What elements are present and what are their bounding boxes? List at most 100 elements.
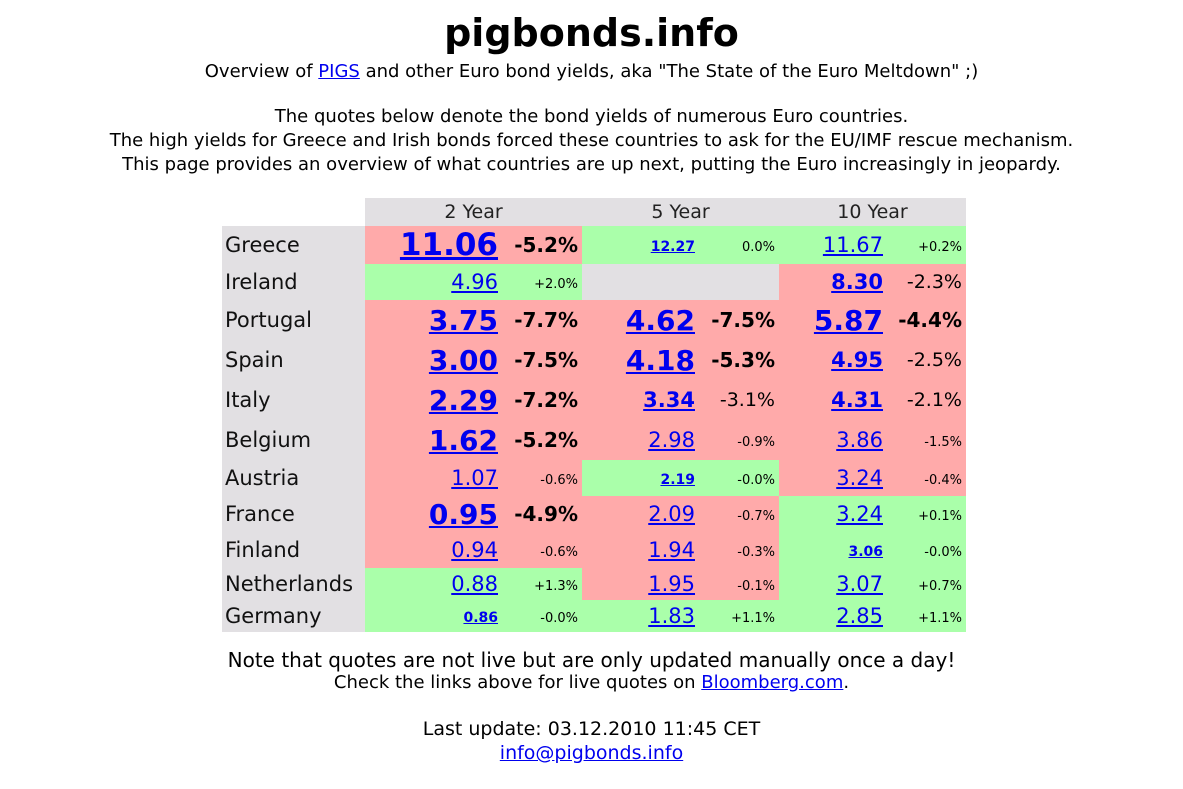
last-update: Last update: 03.12.2010 11:45 CET: [422, 718, 761, 740]
yield-cell-2-year: 0.86: [365, 600, 502, 632]
country-name: Spain: [222, 340, 365, 380]
subtitle-prefix: Overview of: [204, 61, 319, 82]
change-cell-5-year: +1.1%: [699, 600, 779, 632]
yield-cell-10-year: 4.95: [779, 340, 887, 380]
yield-change-italy-10-year: -2.1%: [906, 389, 962, 411]
yield-change-austria-2-year: -0.6%: [540, 472, 578, 488]
table-row: France 0.95 -4.9% 2.09 -0.7% 3.24 +0.1%: [222, 496, 966, 532]
change-cell-2-year: +2.0%: [502, 264, 582, 300]
change-cell-10-year: -2.3%: [887, 264, 966, 300]
table-row: Germany 0.86 -0.0% 1.83 +1.1% 2.85 +1.1%: [222, 600, 966, 632]
yield-link-austria-2-year[interactable]: 1.07: [451, 466, 498, 490]
yield-change-spain-5-year: -5.3%: [711, 348, 775, 372]
table-row: Belgium 1.62 -5.2% 2.98 -0.9% 3.86 -1.5%: [222, 420, 966, 460]
change-cell-2-year: -0.6%: [502, 460, 582, 496]
yield-link-ireland-2-year[interactable]: 4.96: [451, 270, 498, 294]
yield-change-netherlands-5-year: -0.1%: [737, 578, 775, 594]
yield-link-finland-10-year[interactable]: 3.06: [848, 543, 883, 560]
table-row: Portugal 3.75 -7.7% 4.62 -7.5% 5.87 -4.4%: [222, 300, 966, 340]
site-title: pigbonds.info: [444, 11, 739, 55]
yield-link-finland-2-year[interactable]: 0.94: [451, 538, 498, 562]
yield-link-germany-5-year[interactable]: 1.83: [648, 604, 695, 628]
yield-link-finland-5-year[interactable]: 1.94: [648, 538, 695, 562]
yield-change-austria-5-year: -0.0%: [737, 472, 775, 488]
yield-change-france-5-year: -0.7%: [737, 508, 775, 524]
column-header-10-year: 10 Year: [779, 198, 966, 226]
pigs-link[interactable]: PIGS: [318, 61, 360, 82]
change-cell-5-year: -0.9%: [699, 420, 779, 460]
yield-link-portugal-2-year[interactable]: 3.75: [428, 303, 498, 337]
yield-change-france-10-year: +0.1%: [918, 508, 962, 524]
yield-cell-5-year: 4.18: [582, 340, 699, 380]
yield-link-germany-10-year[interactable]: 2.85: [836, 604, 883, 628]
subtitle-suffix: and other Euro bond yields, aka "The Sta…: [359, 61, 979, 82]
yield-cell-5-year: 4.62: [582, 300, 699, 340]
yield-link-belgium-5-year[interactable]: 2.98: [648, 428, 695, 452]
yield-cell-5-year: 2.09: [582, 496, 699, 532]
yield-change-ireland-2-year: +2.0%: [534, 276, 578, 292]
yield-link-portugal-5-year[interactable]: 4.62: [625, 303, 695, 337]
yield-link-germany-2-year[interactable]: 0.86: [463, 609, 498, 626]
yield-link-netherlands-10-year[interactable]: 3.07: [836, 572, 883, 596]
yield-cell-5-year: 1.95: [582, 568, 699, 600]
yield-change-netherlands-10-year: +0.7%: [918, 578, 962, 594]
yield-cell-5-year: 1.83: [582, 600, 699, 632]
intro-line-3: This page provides an overview of what c…: [122, 154, 1061, 175]
change-cell-2-year: -5.2%: [502, 226, 582, 264]
change-cell-5-year: -5.3%: [699, 340, 779, 380]
yield-link-belgium-10-year[interactable]: 3.86: [836, 428, 883, 452]
yield-link-netherlands-2-year[interactable]: 0.88: [451, 572, 498, 596]
yield-change-belgium-2-year: -5.2%: [514, 428, 578, 452]
yield-link-greece-5-year[interactable]: 12.27: [650, 238, 695, 255]
yield-link-austria-5-year[interactable]: 2.19: [660, 471, 695, 488]
yield-link-belgium-2-year[interactable]: 1.62: [428, 423, 498, 457]
yield-cell-10-year: 3.24: [779, 460, 887, 496]
change-cell-5-year: -0.0%: [699, 460, 779, 496]
yield-cell-2-year: 2.29: [365, 380, 502, 420]
change-cell-5-year: -0.7%: [699, 496, 779, 532]
yield-link-ireland-10-year[interactable]: 8.30: [831, 270, 883, 294]
change-cell-2-year: -5.2%: [502, 420, 582, 460]
yield-link-portugal-10-year[interactable]: 5.87: [813, 303, 883, 337]
table-row: Austria 1.07 -0.6% 2.19 -0.0% 3.24 -0.4%: [222, 460, 966, 496]
yield-cell-10-year: 4.31: [779, 380, 887, 420]
yield-cell-2-year: 1.62: [365, 420, 502, 460]
change-cell-10-year: +0.7%: [887, 568, 966, 600]
yield-link-italy-10-year[interactable]: 4.31: [831, 388, 883, 412]
yield-link-netherlands-5-year[interactable]: 1.95: [648, 572, 695, 596]
change-cell-5-year: -7.5%: [699, 300, 779, 340]
yield-cell-5-year: 2.19: [582, 460, 699, 496]
intro-line-2: The high yields for Greece and Irish bon…: [109, 130, 1074, 151]
yield-change-belgium-5-year: -0.9%: [737, 434, 775, 450]
yield-link-spain-10-year[interactable]: 4.95: [831, 348, 883, 372]
yield-link-spain-2-year[interactable]: 3.00: [428, 343, 498, 377]
change-cell-5-year: 0.0%: [699, 226, 779, 264]
yield-link-austria-10-year[interactable]: 3.24: [836, 466, 883, 490]
yield-link-italy-2-year[interactable]: 2.29: [428, 383, 498, 417]
country-name: Italy: [222, 380, 365, 420]
yield-link-france-5-year[interactable]: 2.09: [648, 502, 695, 526]
change-cell-2-year: -0.6%: [502, 532, 582, 568]
yield-link-france-10-year[interactable]: 3.24: [836, 502, 883, 526]
yield-link-greece-10-year[interactable]: 11.67: [822, 233, 883, 257]
yield-change-france-2-year: -4.9%: [514, 502, 578, 526]
column-header-5-year: 5 Year: [582, 198, 779, 226]
change-cell-10-year: -1.5%: [887, 420, 966, 460]
yield-link-spain-5-year[interactable]: 4.18: [625, 343, 695, 377]
bloomberg-link[interactable]: Bloomberg.com: [701, 672, 844, 693]
email-line: info@pigbonds.info: [0, 741, 1183, 765]
column-header-2-year: 2 Year: [365, 198, 582, 226]
country-name: Austria: [222, 460, 365, 496]
change-cell-2-year: -4.9%: [502, 496, 582, 532]
email-link[interactable]: info@pigbonds.info: [499, 742, 684, 764]
yield-link-france-2-year[interactable]: 0.95: [428, 497, 498, 531]
yield-cell-10-year: 2.85: [779, 600, 887, 632]
yield-change-finland-10-year: -0.0%: [924, 544, 962, 560]
bond-yield-table: 2 Year 5 Year 10 Year Greece 11.06 -5.2% 12…: [222, 198, 966, 632]
yield-link-greece-2-year[interactable]: 11.06: [399, 227, 498, 263]
intro-text: The quotes below denote the bond yields …: [0, 105, 1183, 177]
yield-link-italy-5-year[interactable]: 3.34: [643, 388, 695, 412]
change-cell-10-year: -4.4%: [887, 300, 966, 340]
yield-cell-10-year: 8.30: [779, 264, 887, 300]
yield-change-italy-2-year: -7.2%: [514, 388, 578, 412]
